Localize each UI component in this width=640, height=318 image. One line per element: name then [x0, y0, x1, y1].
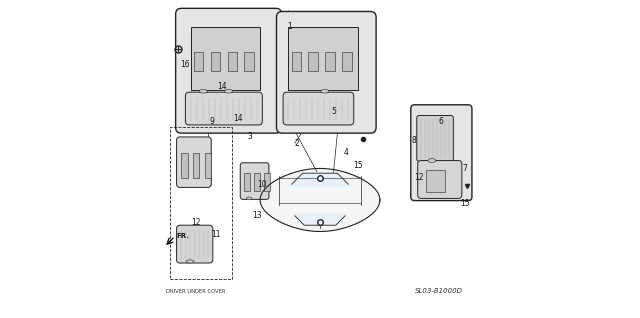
- Text: 15: 15: [353, 161, 363, 170]
- Bar: [426, 170, 445, 192]
- Ellipse shape: [186, 260, 194, 263]
- FancyBboxPatch shape: [175, 8, 282, 133]
- Ellipse shape: [225, 89, 232, 93]
- Text: 4: 4: [344, 148, 349, 157]
- Bar: [228, 52, 237, 71]
- Text: 16: 16: [180, 60, 189, 69]
- Ellipse shape: [428, 159, 436, 162]
- Text: 14: 14: [218, 82, 227, 91]
- Text: 12: 12: [191, 218, 200, 226]
- Text: 9: 9: [210, 117, 214, 126]
- Bar: [205, 153, 211, 178]
- Text: 15: 15: [460, 199, 470, 208]
- Ellipse shape: [321, 89, 329, 93]
- Text: 8: 8: [412, 135, 416, 145]
- FancyBboxPatch shape: [276, 11, 376, 133]
- Text: DRIVER UNDER COVER: DRIVER UNDER COVER: [166, 289, 225, 294]
- Bar: [244, 52, 254, 71]
- Text: FR.: FR.: [177, 233, 189, 239]
- Bar: [191, 27, 260, 90]
- FancyBboxPatch shape: [177, 137, 211, 187]
- Text: 2: 2: [295, 139, 300, 148]
- Text: 14: 14: [234, 114, 243, 122]
- Bar: [308, 52, 318, 71]
- FancyBboxPatch shape: [177, 225, 213, 263]
- Bar: [193, 153, 200, 178]
- Text: 6: 6: [438, 117, 443, 126]
- Ellipse shape: [246, 197, 252, 200]
- Bar: [170, 128, 232, 279]
- FancyBboxPatch shape: [418, 161, 462, 198]
- Bar: [194, 52, 204, 71]
- Polygon shape: [292, 173, 348, 186]
- Text: 10: 10: [257, 180, 267, 189]
- FancyBboxPatch shape: [411, 105, 472, 201]
- Text: 1: 1: [287, 22, 292, 31]
- Text: 7: 7: [462, 164, 467, 173]
- Bar: [244, 173, 250, 190]
- Bar: [254, 173, 260, 190]
- Text: 3: 3: [248, 132, 252, 142]
- Bar: [342, 52, 351, 71]
- Bar: [325, 52, 335, 71]
- FancyBboxPatch shape: [417, 115, 453, 162]
- Text: 12: 12: [415, 173, 424, 183]
- FancyBboxPatch shape: [186, 92, 262, 125]
- Polygon shape: [260, 169, 380, 232]
- Bar: [289, 27, 358, 90]
- Bar: [264, 173, 269, 190]
- FancyBboxPatch shape: [283, 92, 354, 125]
- Bar: [181, 153, 188, 178]
- Text: 13: 13: [252, 211, 262, 220]
- Text: 11: 11: [211, 230, 221, 239]
- Text: SL03-B1000D: SL03-B1000D: [415, 288, 463, 294]
- Text: 5: 5: [331, 107, 336, 116]
- FancyBboxPatch shape: [240, 163, 269, 199]
- Bar: [292, 52, 301, 71]
- Polygon shape: [295, 214, 345, 225]
- Ellipse shape: [200, 89, 207, 93]
- Bar: [211, 52, 220, 71]
